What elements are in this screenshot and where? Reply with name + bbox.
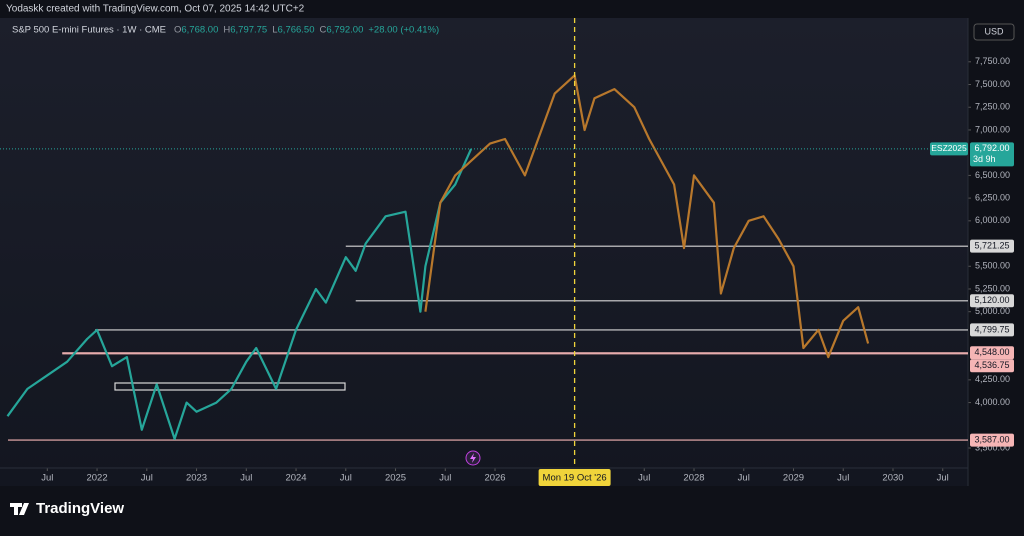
y-tick-label: 5,000.00 bbox=[975, 306, 1010, 316]
y-tick-label: 6,250.00 bbox=[975, 192, 1010, 202]
countdown: 3d 9h bbox=[973, 154, 996, 164]
ohlc-value: 6,766.50 bbox=[278, 25, 315, 36]
marker-tag bbox=[538, 469, 611, 486]
level-tag-label: 5,120.00 bbox=[974, 295, 1009, 305]
x-tick-label: Jul bbox=[439, 473, 451, 484]
x-tick-label: 2024 bbox=[285, 473, 306, 484]
level-tag-label: 4,536.75 bbox=[974, 360, 1009, 370]
last-price-label: 6,792.00 bbox=[974, 143, 1009, 153]
last-price-tag bbox=[970, 142, 1014, 167]
credit: Yodaskk created with TradingView.com, Oc… bbox=[6, 4, 305, 15]
y-tick-label: 4,250.00 bbox=[975, 374, 1010, 384]
level-tag bbox=[970, 346, 1014, 360]
price-line bbox=[424, 74, 870, 359]
y-tick-label: 7,250.00 bbox=[975, 102, 1010, 112]
y-tick-label: 7,750.00 bbox=[975, 56, 1010, 66]
x-tick-label: 2028 bbox=[683, 473, 704, 484]
price-line bbox=[6, 148, 473, 440]
x-tick-label: Jul bbox=[240, 473, 252, 484]
level-tag-label: 4,799.75 bbox=[974, 324, 1009, 334]
y-tick-label: 3,500.00 bbox=[975, 442, 1010, 452]
x-tick-label: 2025 bbox=[385, 473, 406, 484]
ohlc-key: H bbox=[223, 25, 230, 36]
marker-label: Mon 19 Oct '26 bbox=[543, 473, 607, 484]
level-tag bbox=[970, 433, 1014, 447]
level-tag bbox=[970, 359, 1014, 373]
symbol: S&P 500 E-mini Futures · 1W · CME bbox=[12, 25, 166, 36]
currency-button[interactable] bbox=[973, 23, 1015, 41]
brand: TradingView bbox=[36, 500, 124, 517]
x-tick-label: 2022 bbox=[86, 473, 107, 484]
plot-area bbox=[0, 18, 968, 486]
y-tick-label: 5,500.00 bbox=[975, 261, 1010, 271]
x-tick-label: Jul bbox=[638, 473, 650, 484]
ohlc-value: 6,792.00 bbox=[326, 25, 363, 36]
ohlc-value: 6,797.75 bbox=[230, 25, 267, 36]
ohlc-value: 6,768.00 bbox=[181, 25, 218, 36]
x-tick-label: Jul bbox=[340, 473, 352, 484]
ticker-tag bbox=[930, 142, 968, 156]
level-tag bbox=[970, 294, 1014, 308]
y-tick-label: 5,250.00 bbox=[975, 283, 1010, 293]
x-tick-label: 2023 bbox=[186, 473, 207, 484]
ohlc-key: L bbox=[272, 25, 277, 36]
x-tick-label: Jul bbox=[837, 473, 849, 484]
price-change: +28.00 (+0.41%) bbox=[368, 25, 439, 36]
x-tick-label: Jul bbox=[738, 473, 750, 484]
level-tag-label: 3,587.00 bbox=[974, 434, 1009, 444]
y-tick-label: 6,000.00 bbox=[975, 215, 1010, 225]
y-tick-label: 7,000.00 bbox=[975, 124, 1010, 134]
level-tag bbox=[970, 323, 1014, 337]
x-tick-label: Jul bbox=[141, 473, 153, 484]
level-tag-label: 5,721.25 bbox=[974, 241, 1009, 251]
currency[interactable]: USD bbox=[984, 26, 1004, 36]
x-tick-label: 2029 bbox=[783, 473, 804, 484]
x-tick-label: 2030 bbox=[882, 473, 903, 484]
x-tick-label: Jul bbox=[937, 473, 949, 484]
brand-logo bbox=[10, 503, 29, 515]
x-tick-label: 2026 bbox=[484, 473, 505, 484]
ohlc-key: O bbox=[174, 25, 181, 36]
x-tick-label: Jul bbox=[41, 473, 53, 484]
y-tick-label: 4,000.00 bbox=[975, 397, 1010, 407]
ticker-label: ESZ2025 bbox=[931, 143, 967, 153]
level-tag bbox=[970, 239, 1014, 253]
symbol-legend: S&P 500 E-mini Futures · 1W · CME O 6,768.… bbox=[12, 25, 439, 36]
y-tick-label: 7,500.00 bbox=[975, 79, 1010, 89]
event-icon-bolt bbox=[470, 453, 476, 463]
y-tick-label: 6,500.00 bbox=[975, 170, 1010, 180]
level-tag-label: 4,548.00 bbox=[974, 347, 1009, 357]
ohlc-key: C bbox=[320, 25, 327, 36]
